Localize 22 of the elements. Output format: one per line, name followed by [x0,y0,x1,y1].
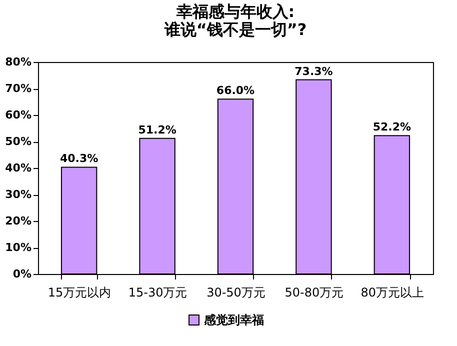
data-label: 51.2% [138,123,176,136]
y-tick-label: 60% [5,108,32,122]
y-tick-label: 70% [5,82,32,95]
chart-title: 幸福感与年收入: 谁说“钱不是一切”? [163,2,307,39]
bar [374,135,410,274]
y-tick-label: 0% [12,268,32,280]
y-tick-label: 50% [5,135,32,148]
legend-label: 感觉到幸福 [203,313,264,327]
data-label: 73.3% [294,64,333,78]
data-label: 66.0% [216,84,255,98]
y-tick-label: 30% [5,188,32,201]
y-tick-label: 40% [5,162,32,174]
y-tick-label: 80% [5,56,32,68]
y-tick-label: 20% [5,214,32,228]
data-label: 40.3% [60,152,98,166]
y-tick-label: 10% [5,241,32,254]
x-tick-label: 15-30万元 [128,286,188,300]
data-label: 52.2% [372,120,412,134]
x-tick-label: 80万元以上 [360,286,424,300]
x-tick-label: 30-50万元 [206,286,266,300]
x-tick-label: 50-80万元 [284,286,344,300]
x-tick-label: 15万元以内 [48,286,112,300]
